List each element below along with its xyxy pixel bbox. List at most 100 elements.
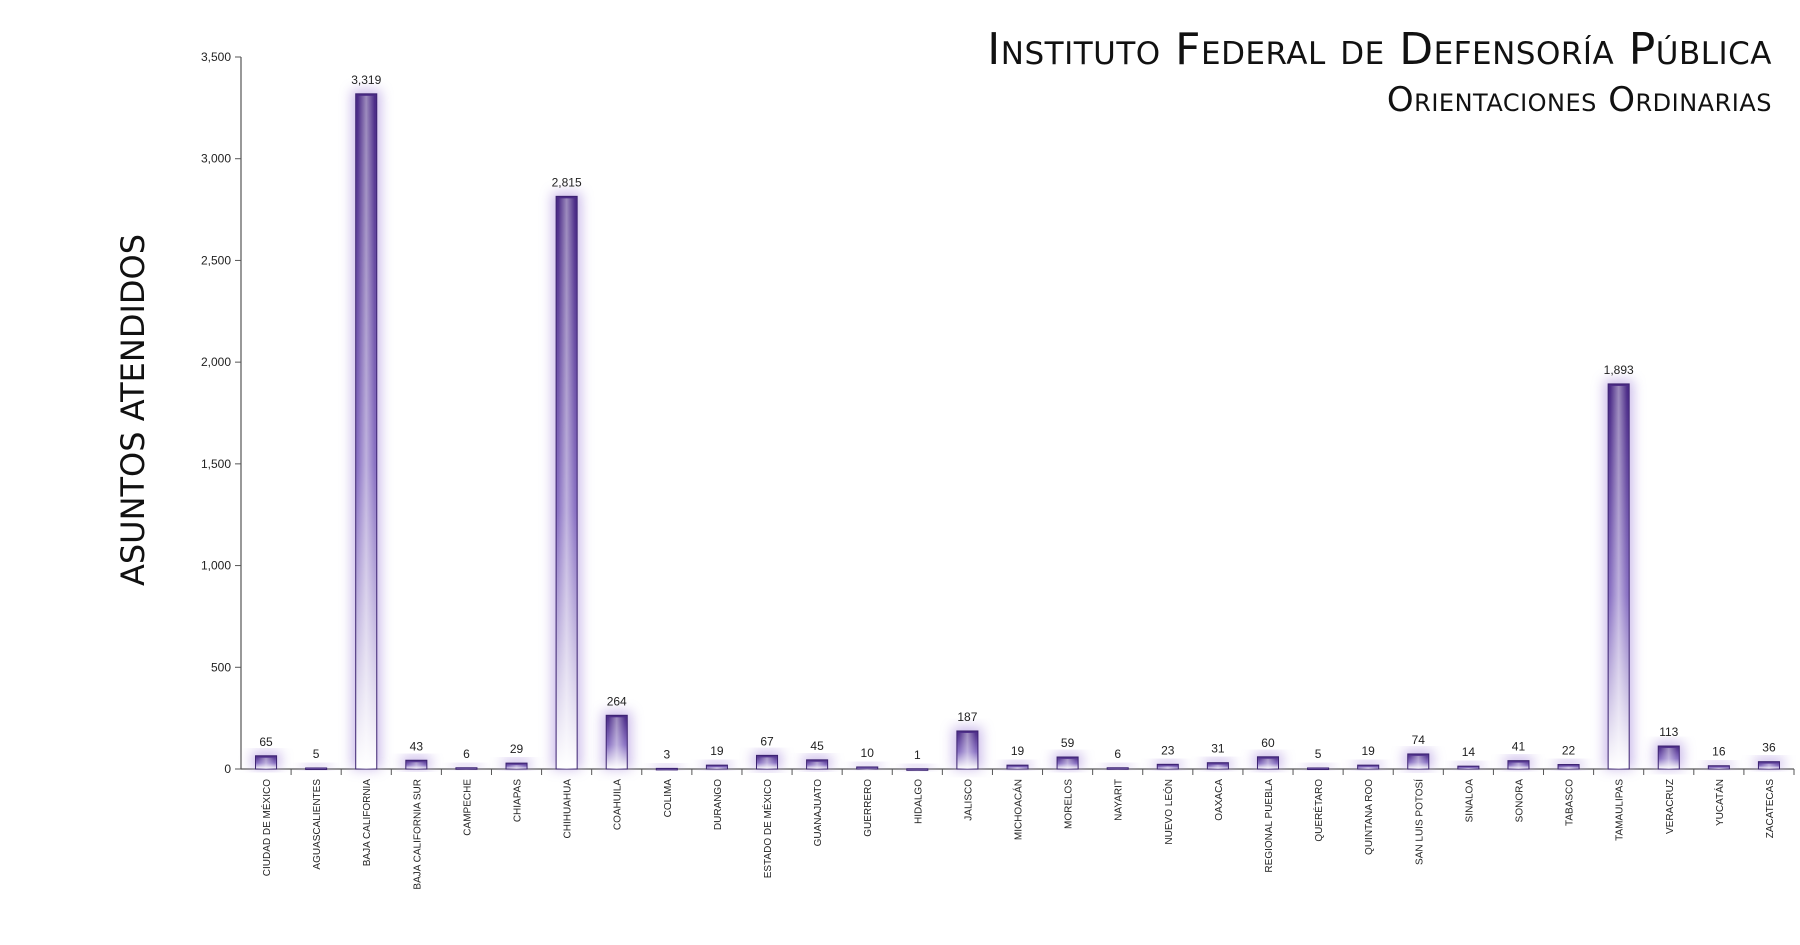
data-label: 22 xyxy=(1562,744,1576,758)
bar xyxy=(455,767,478,770)
bar-glow xyxy=(1103,763,1133,770)
x-tick-label: MORELOS xyxy=(1064,779,1075,829)
bar-glow xyxy=(902,764,932,771)
data-label: 43 xyxy=(410,739,424,753)
data-label: 59 xyxy=(1061,736,1075,750)
x-tick-label: CIUDAD DE MÉXICO xyxy=(260,779,273,876)
x-tick-label: SONORA xyxy=(1514,779,1525,823)
bar-shine xyxy=(307,769,325,771)
data-label: 14 xyxy=(1462,745,1476,759)
data-label: 264 xyxy=(607,694,627,708)
data-label: 3 xyxy=(663,747,670,761)
x-tick-label: JALISCO xyxy=(963,779,974,821)
bar-shine xyxy=(257,757,275,769)
bar-shine xyxy=(708,767,726,769)
data-label: 6 xyxy=(463,747,470,761)
y-tick-label: 2,000 xyxy=(201,355,231,369)
bar-shine xyxy=(1259,758,1277,769)
data-label: 6 xyxy=(1114,747,1121,761)
x-tick-label: NUEVO LEÓN xyxy=(1162,779,1175,845)
y-tick-label: 3,000 xyxy=(201,152,231,166)
y-tick-label: 0 xyxy=(224,762,231,776)
bar-shine xyxy=(1710,767,1728,769)
x-tick-label: BAJA CALIFORNIA SUR xyxy=(412,779,423,890)
y-tick-label: 2,500 xyxy=(201,253,231,267)
bar-glow xyxy=(652,764,682,770)
x-tick-label: QUERÉTARO xyxy=(1312,779,1325,842)
x-tick-label: TAMAULIPAS xyxy=(1615,779,1626,841)
x-tick-label: COAHUILA xyxy=(613,779,624,830)
bar xyxy=(1106,767,1129,770)
data-label: 5 xyxy=(1315,747,1322,761)
chart-subtitle: Orientaciones Ordinarias xyxy=(1386,80,1772,120)
data-label: 19 xyxy=(1011,744,1025,758)
bar-shine xyxy=(1059,758,1077,769)
bar-shine xyxy=(1660,748,1678,769)
y-tick-label: 1,500 xyxy=(201,457,231,471)
x-tick-label: CHIHUAHUA xyxy=(563,779,574,839)
bar xyxy=(655,767,678,771)
data-label: 3,319 xyxy=(351,73,381,87)
data-label: 187 xyxy=(957,710,977,724)
x-tick-label: REGIONAL PUEBLA xyxy=(1264,779,1275,873)
bar-shine xyxy=(407,762,425,769)
bar-shine xyxy=(1610,385,1628,769)
y-axis-label: ASUNTOS ATENDIDOS xyxy=(114,233,152,587)
x-tick-label: OAXACA xyxy=(1214,779,1225,821)
bar-glow xyxy=(852,762,882,769)
data-label: 2,815 xyxy=(552,175,582,189)
y-tick-label: 500 xyxy=(211,660,231,674)
data-label: 19 xyxy=(710,744,724,758)
y-tick-label: 3,500 xyxy=(201,50,231,64)
data-label: 23 xyxy=(1161,743,1175,757)
bar xyxy=(906,768,929,771)
bar-shine xyxy=(357,95,375,770)
x-tick-label: AGUASCALIENTES xyxy=(312,779,323,870)
bar-shine xyxy=(958,732,976,769)
x-tick-label: TABASCO xyxy=(1565,779,1576,826)
x-tick-label: BAJA CALIFORNIA xyxy=(362,779,373,867)
bar-shine xyxy=(1109,769,1127,771)
bar-shine xyxy=(508,765,526,769)
bar-shine xyxy=(1760,763,1778,769)
bar xyxy=(856,766,879,770)
x-tick-label: VERACRUZ xyxy=(1665,779,1676,834)
data-label: 67 xyxy=(760,734,774,748)
y-tick-label: 1,000 xyxy=(201,559,231,573)
x-tick-label: YUCATÁN xyxy=(1713,779,1726,826)
y-axis-label-box: ASUNTOS ATENDIDOS xyxy=(98,234,168,586)
data-label: 19 xyxy=(1361,744,1375,758)
data-label: 113 xyxy=(1659,725,1678,739)
data-label: 16 xyxy=(1712,745,1726,759)
data-label: 29 xyxy=(510,742,524,756)
bar-shine xyxy=(908,770,926,772)
data-label: 1 xyxy=(914,748,921,762)
data-label: 60 xyxy=(1261,736,1275,750)
x-tick-label: CAMPECHE xyxy=(462,779,473,836)
x-tick-label: CHIAPAS xyxy=(513,779,524,822)
bar-glow xyxy=(301,763,331,770)
bar-glow xyxy=(1453,762,1483,769)
x-tick-label: HIDALGO xyxy=(913,779,924,824)
bar-shine xyxy=(1459,768,1477,769)
bar-shine xyxy=(608,717,626,769)
x-tick-label: GUANAJUATO xyxy=(813,779,824,847)
data-label: 10 xyxy=(861,746,875,760)
x-tick-label: SINALOA xyxy=(1464,779,1475,823)
x-tick-label: SAN LUIS POTOSÍ xyxy=(1412,779,1425,865)
bar-shine xyxy=(808,761,826,769)
x-tick-label: GUERRERO xyxy=(863,779,874,837)
chart-title: Instituto Federal de Defensoría Pública xyxy=(987,24,1772,75)
data-label: 5 xyxy=(313,747,320,761)
x-tick-label: DURANGO xyxy=(713,779,724,830)
bar-shine xyxy=(1509,762,1527,769)
bar-shine xyxy=(1309,769,1327,771)
bar xyxy=(305,767,328,770)
bar-shine xyxy=(558,198,576,769)
bar-shine xyxy=(658,770,676,771)
data-label: 36 xyxy=(1762,741,1776,755)
bar-shine xyxy=(758,757,776,769)
bar-shine xyxy=(1008,767,1027,769)
